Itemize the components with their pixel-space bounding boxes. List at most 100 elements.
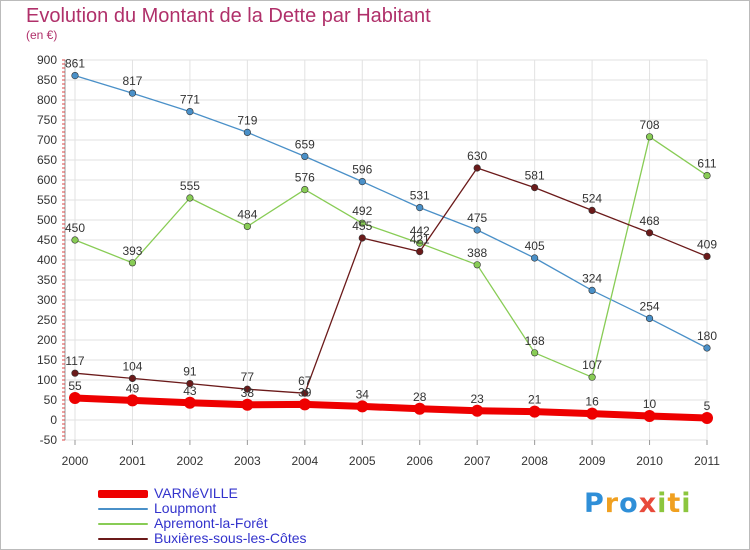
x-tick-label: 2006 xyxy=(406,454,433,468)
data-point xyxy=(183,396,196,409)
data-label: 388 xyxy=(467,246,487,260)
y-tick-label: 150 xyxy=(37,353,57,367)
data-label: 409 xyxy=(697,237,717,251)
data-point xyxy=(416,248,424,256)
y-tick-label: 400 xyxy=(37,253,57,267)
chart-title: Evolution du Montant de la Dette par Hab… xyxy=(26,5,431,27)
data-label: 719 xyxy=(237,113,257,127)
data-label: 67 xyxy=(298,374,312,388)
data-point xyxy=(243,128,251,136)
data-label: 23 xyxy=(471,392,485,406)
data-point xyxy=(701,412,713,424)
legend-swatch xyxy=(98,489,148,498)
data-label: 49 xyxy=(126,381,140,395)
data-label: 492 xyxy=(352,204,372,218)
data-label: 421 xyxy=(410,233,430,247)
data-label: 34 xyxy=(356,387,370,401)
data-label: 55 xyxy=(68,379,82,393)
data-label: 576 xyxy=(295,171,315,185)
data-label: 117 xyxy=(65,354,84,368)
data-point xyxy=(243,385,251,393)
logo-letter: P xyxy=(584,488,605,519)
data-point xyxy=(416,204,424,212)
data-label: 38 xyxy=(241,386,255,400)
data-label: 77 xyxy=(241,370,255,384)
data-label: 91 xyxy=(183,365,197,379)
data-label: 5 xyxy=(704,399,711,413)
series-line xyxy=(71,394,711,422)
data-label: 861 xyxy=(65,57,85,71)
x-tick-label: 2000 xyxy=(62,454,89,468)
data-label: 405 xyxy=(525,239,545,253)
data-point xyxy=(358,219,366,227)
data-label: 455 xyxy=(352,219,372,233)
proxiti-logo: Proxiti xyxy=(584,488,692,519)
data-point xyxy=(298,398,311,411)
data-point xyxy=(356,400,369,413)
x-tick-label: 2005 xyxy=(349,454,376,468)
data-point xyxy=(126,394,139,407)
y-tick-label: 200 xyxy=(37,333,57,347)
data-point xyxy=(528,405,541,418)
data-point xyxy=(128,89,137,97)
data-point xyxy=(473,226,481,234)
data-label: 10 xyxy=(643,397,657,411)
y-tick-label: 800 xyxy=(37,93,57,107)
data-point xyxy=(703,344,711,352)
x-tick-label: 2003 xyxy=(234,454,261,468)
y-tick-label: 500 xyxy=(37,213,57,227)
x-tick-label: 2008 xyxy=(521,454,548,468)
data-point xyxy=(531,254,539,262)
data-point xyxy=(186,194,194,202)
y-tick-label: 0 xyxy=(50,413,57,427)
data-label: 555 xyxy=(180,179,200,193)
y-tick-label: 850 xyxy=(37,73,57,87)
data-label: 43 xyxy=(183,384,197,398)
data-point xyxy=(69,392,81,404)
x-tick-label: 2011 xyxy=(694,454,720,468)
data-label: 817 xyxy=(122,74,142,88)
data-point xyxy=(358,234,366,242)
data-point xyxy=(473,164,481,172)
data-point xyxy=(186,380,194,388)
data-label: 659 xyxy=(295,137,315,151)
data-label: 168 xyxy=(525,334,545,348)
data-point xyxy=(645,229,654,237)
y-tick-label: 100 xyxy=(37,373,57,387)
x-tick-label: 2009 xyxy=(579,454,606,468)
legend-item: Loupmont xyxy=(98,501,307,516)
y-tick-label: -50 xyxy=(40,433,58,447)
legend-swatch xyxy=(98,507,148,510)
data-point xyxy=(241,398,254,411)
chart-subtitle: (en €) xyxy=(26,28,58,42)
data-label: 254 xyxy=(640,299,660,313)
logo-letter: i xyxy=(657,488,668,519)
data-label: 180 xyxy=(697,329,717,343)
series-line xyxy=(74,74,708,349)
data-point xyxy=(301,389,309,397)
data-point xyxy=(186,107,194,116)
y-tick-label: 700 xyxy=(37,133,57,147)
y-tick-label: 300 xyxy=(37,293,57,307)
data-point xyxy=(645,314,654,323)
y-tick-label: 550 xyxy=(37,193,57,207)
data-point xyxy=(588,373,596,381)
data-label: 393 xyxy=(122,244,142,258)
data-label: 324 xyxy=(582,271,602,285)
logo-letter: x xyxy=(638,488,658,519)
data-label: 468 xyxy=(640,214,660,228)
legend-label: VARNéVILLE xyxy=(154,485,238,501)
data-point xyxy=(128,259,137,267)
data-point xyxy=(703,172,711,180)
x-tick-label: 2004 xyxy=(291,454,318,468)
data-label: 104 xyxy=(122,359,142,373)
data-label: 39 xyxy=(298,385,312,399)
data-point xyxy=(416,239,424,247)
data-point xyxy=(243,222,251,230)
data-point xyxy=(586,407,599,420)
y-tick-label: 600 xyxy=(37,173,57,187)
y-tick-label: 250 xyxy=(37,313,57,327)
y-tick-label: 450 xyxy=(37,233,57,247)
data-label: 531 xyxy=(410,189,430,203)
